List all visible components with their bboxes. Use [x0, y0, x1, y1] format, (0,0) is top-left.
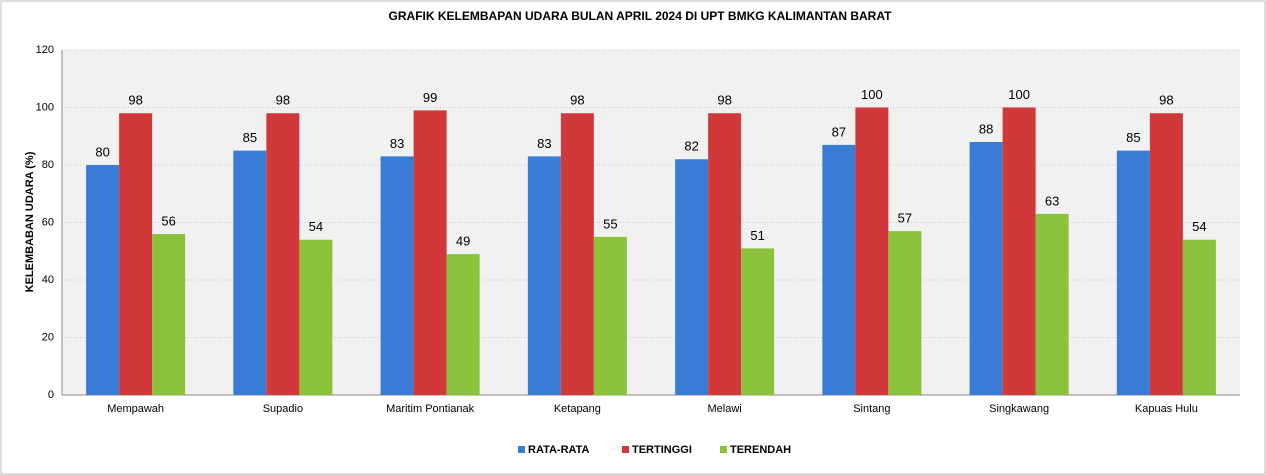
data-label: 88: [979, 121, 993, 136]
data-label: 98: [570, 93, 584, 108]
data-label: 98: [1159, 93, 1173, 108]
data-label: 100: [1008, 87, 1030, 102]
bar: [233, 150, 267, 395]
x-tick-label: Supadio: [263, 403, 303, 415]
legend-swatch: [622, 446, 629, 453]
y-tick-label: 40: [42, 274, 54, 286]
y-tick-label: 80: [42, 159, 54, 171]
data-label: 54: [309, 219, 323, 234]
data-label: 83: [537, 136, 551, 151]
bar: [741, 248, 775, 395]
data-label: 85: [1126, 130, 1140, 145]
legend-swatch: [720, 446, 727, 453]
data-label: 49: [456, 234, 470, 249]
bar: [1035, 213, 1069, 395]
y-tick-label: 100: [36, 101, 54, 113]
x-tick-label: Sintang: [853, 403, 890, 415]
x-tick-label: Ketapang: [554, 403, 601, 415]
data-label: 87: [832, 124, 846, 139]
bar: [708, 113, 742, 395]
bar: [1116, 150, 1150, 395]
bar: [1149, 113, 1183, 395]
data-label: 56: [161, 213, 175, 228]
chart-title: GRAFIK KELEMBAPAN UDARA BULAN APRIL 2024…: [389, 9, 893, 23]
bar: [1002, 107, 1036, 395]
data-label: 57: [898, 211, 912, 226]
y-axis-label: KELEMBABAN UDARA (%): [24, 151, 36, 292]
x-tick-label: Maritim Pontianak: [386, 403, 475, 415]
data-label: 85: [243, 130, 257, 145]
data-label: 98: [276, 93, 290, 108]
data-label: 54: [1192, 219, 1206, 234]
legend-label: RATA-RATA: [528, 444, 590, 456]
x-tick-label: Singkawang: [989, 403, 1049, 415]
data-label: 63: [1045, 193, 1059, 208]
bar: [299, 239, 333, 395]
bar: [380, 156, 414, 395]
data-label: 98: [717, 93, 731, 108]
bar: [969, 142, 1003, 395]
bar: [560, 113, 594, 395]
legend-label: TERTINGGI: [632, 444, 692, 456]
data-label: 80: [95, 144, 109, 159]
data-label: 51: [750, 228, 764, 243]
bar: [266, 113, 300, 395]
data-label: 83: [390, 136, 404, 151]
y-tick-label: 60: [42, 216, 54, 228]
bar: [119, 113, 153, 395]
data-label: 98: [128, 93, 142, 108]
data-label: 99: [423, 90, 437, 105]
bar: [152, 234, 186, 395]
bar: [855, 107, 889, 395]
data-label: 82: [684, 139, 698, 154]
x-tick-label: Kapuas Hulu: [1135, 403, 1198, 415]
legend-label: TERENDAH: [730, 444, 791, 456]
x-tick-label: Mempawah: [107, 403, 164, 415]
bar: [527, 156, 561, 395]
legend-swatch: [518, 446, 525, 453]
y-tick-label: 0: [48, 389, 54, 401]
x-tick-label: Melawi: [708, 403, 742, 415]
bar: [446, 254, 480, 395]
bar: [86, 165, 120, 395]
bar: [593, 236, 627, 395]
bar: [413, 110, 447, 395]
data-label: 55: [603, 216, 617, 231]
y-tick-label: 120: [36, 44, 54, 56]
bar: [822, 144, 856, 395]
bar: [888, 231, 922, 395]
y-tick-label: 20: [42, 331, 54, 343]
data-label: 100: [861, 87, 883, 102]
bar: [1182, 239, 1216, 395]
bar: [675, 159, 709, 395]
